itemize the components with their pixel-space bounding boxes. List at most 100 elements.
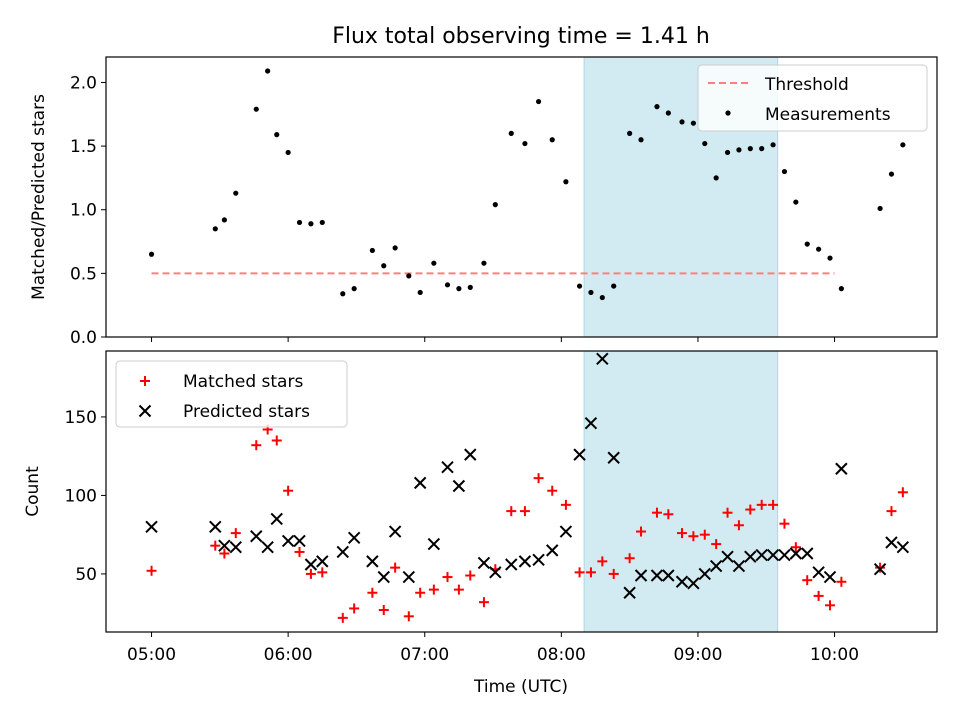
cross-b — [388, 525, 402, 538]
data-point-predicted — [402, 570, 416, 584]
legend-predicted-label: Predicted stars — [183, 402, 310, 422]
data-point — [747, 146, 753, 152]
y-tick-label: 1.5 — [70, 137, 97, 157]
data-point — [369, 247, 375, 254]
data-point-predicted — [281, 534, 295, 548]
cross-b — [623, 586, 636, 599]
data-point-predicted — [662, 569, 675, 582]
data-point — [148, 251, 155, 257]
data-point-predicted — [505, 558, 518, 571]
data-point — [319, 219, 325, 226]
cross-b — [559, 525, 573, 538]
cross-b — [823, 570, 837, 584]
data-point-predicted — [452, 479, 466, 493]
cross-b — [873, 562, 887, 576]
data-point — [467, 284, 473, 290]
y-tick-label: 1.0 — [70, 201, 97, 221]
data-point-predicted — [709, 559, 723, 573]
data-point-predicted — [823, 570, 837, 584]
cross-b — [518, 555, 532, 568]
data-point — [638, 137, 644, 143]
data-point-predicted — [789, 547, 803, 560]
cross-b — [885, 536, 898, 549]
data-point-predicted — [427, 537, 441, 551]
data-point-matched — [349, 603, 360, 614]
data-point — [736, 147, 742, 153]
cross-b — [304, 558, 318, 571]
legend-matched-swatch — [140, 376, 150, 386]
data-point-matched — [745, 504, 756, 515]
cross-b — [218, 539, 231, 552]
data-point-matched — [663, 509, 674, 520]
data-point-matched — [636, 526, 647, 537]
data-point-matched — [624, 553, 635, 564]
plot-frame — [105, 350, 938, 633]
data-point-predicted — [413, 476, 427, 490]
cross-b — [755, 548, 768, 562]
x-tick-label: 05:00 — [127, 645, 176, 665]
data-point — [296, 219, 303, 226]
cross-b — [789, 547, 803, 560]
data-point — [381, 263, 387, 269]
data-point-matched — [897, 487, 908, 498]
x-tick-label: 06:00 — [264, 645, 313, 665]
data-point — [535, 98, 542, 105]
data-point-matched — [415, 587, 426, 598]
cross-b — [261, 541, 274, 554]
data-point-predicted — [489, 566, 502, 579]
data-point — [351, 286, 357, 292]
legend: Matched stars Predicted stars — [115, 360, 348, 428]
data-point-predicted — [229, 541, 242, 554]
cross-b — [573, 448, 586, 461]
data-point — [221, 217, 227, 223]
cross-b — [138, 404, 152, 418]
data-point — [417, 289, 423, 296]
data-point-predicted — [634, 569, 648, 582]
data-point-predicted — [145, 520, 158, 534]
data-point-matched — [294, 546, 305, 557]
data-point — [253, 106, 259, 112]
data-point — [781, 168, 788, 175]
y-tick-label: 100 — [65, 486, 97, 506]
data-point-matched — [597, 556, 608, 567]
data-point-matched — [533, 473, 544, 484]
y-axis-label: Count — [23, 466, 43, 517]
cross-b — [709, 559, 723, 573]
cross-b — [427, 537, 441, 551]
data-point — [549, 137, 555, 143]
chart-title: Flux total observing time = 1.41 h — [332, 24, 710, 49]
data-point — [816, 246, 822, 252]
data-point-matched — [651, 507, 662, 518]
data-point — [285, 149, 291, 156]
y-tick-label: 0.5 — [70, 264, 97, 284]
data-point — [274, 132, 280, 138]
data-point-matched — [677, 528, 688, 539]
x-tick-label: 07:00 — [400, 645, 449, 665]
data-point — [522, 140, 528, 147]
data-point-predicted — [896, 541, 910, 554]
data-point — [444, 282, 451, 288]
x-tick-label: 09:00 — [673, 645, 722, 665]
data-point — [770, 142, 776, 148]
data-point — [679, 119, 685, 125]
data-point-predicted — [441, 460, 454, 474]
y-tick-label: 150 — [65, 408, 97, 428]
data-point-predicted — [721, 550, 734, 563]
data-point — [654, 104, 660, 110]
data-point-matched — [453, 584, 464, 595]
plot-frame — [105, 56, 938, 338]
x-tick-label: 08:00 — [537, 645, 586, 665]
data-point — [838, 286, 844, 292]
data-point-matched — [547, 485, 558, 496]
data-point-matched — [390, 562, 401, 573]
data-point-matched — [711, 539, 722, 550]
cross-b — [698, 567, 711, 581]
y-axis-label: Matched/Predicted stars — [29, 94, 49, 300]
cross-b — [452, 479, 466, 493]
data-point — [793, 199, 799, 205]
cross-b — [316, 555, 329, 568]
data-point — [713, 175, 719, 181]
data-point-predicted — [778, 548, 791, 562]
data-point-predicted — [584, 417, 598, 430]
data-point-matched — [836, 576, 847, 587]
